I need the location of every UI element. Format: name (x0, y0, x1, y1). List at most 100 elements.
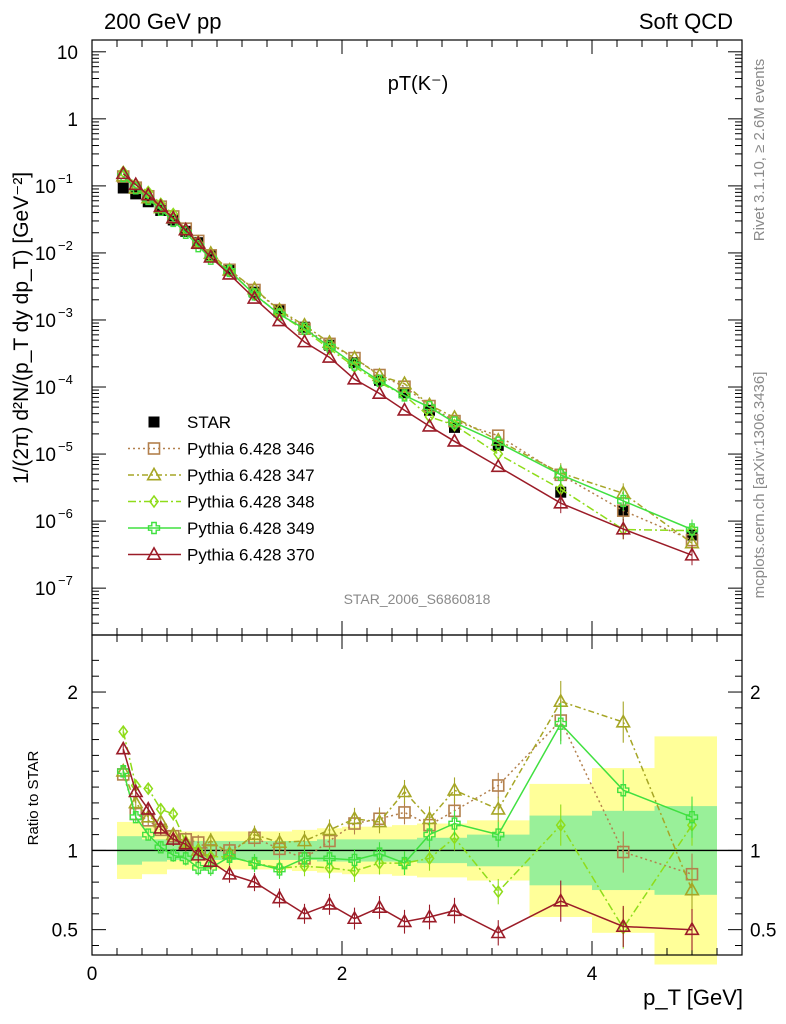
ratio-point (684, 881, 700, 896)
main-point (553, 494, 569, 509)
main-y-tick-label: 10 (35, 512, 56, 533)
ratio-point (154, 841, 167, 854)
ratio-point (396, 783, 413, 798)
ratio-point (115, 740, 131, 755)
main-point (324, 339, 335, 351)
ratio-point (296, 832, 313, 847)
main-series (115, 165, 700, 566)
ratio-point (348, 853, 361, 867)
main-y-tick-exp: −1 (58, 171, 73, 186)
ratio-point (491, 779, 505, 792)
legend-entry: Pythia 6.428 370 (128, 546, 315, 565)
ratio-point (346, 910, 363, 925)
ratio-point (298, 852, 311, 865)
ratio-point (446, 902, 463, 917)
main-point (154, 203, 167, 216)
legend-entry: Pythia 6.428 347 (128, 466, 315, 485)
legend-entry: Pythia 6.428 348 (128, 493, 315, 512)
ratio-point (190, 846, 206, 861)
ratio-point (140, 808, 156, 823)
ratio-point (685, 810, 699, 824)
ratio-y-axis-label: Ratio to STAR (25, 750, 42, 845)
main-point (115, 165, 131, 180)
main-point (684, 546, 700, 561)
main-point (446, 433, 463, 447)
ratio-y-tick-label: 1 (750, 841, 761, 862)
ratio-series-line (122, 748, 693, 934)
main-point (296, 333, 313, 348)
main-point (554, 468, 567, 482)
main-point (685, 523, 699, 536)
ratio-point (424, 851, 435, 866)
main-point (221, 266, 238, 280)
ratio-point (398, 856, 411, 870)
main-point (398, 389, 411, 402)
ratio-series-line (122, 731, 693, 930)
main-point (273, 308, 286, 321)
ratio-y-tick-label: 2 (67, 683, 78, 704)
main-point (167, 214, 180, 228)
main-point (204, 252, 217, 265)
ratio-point (128, 783, 144, 798)
ratio-point (246, 826, 263, 841)
main-y-tick-exp: −6 (58, 506, 73, 521)
ratio-point (321, 821, 338, 836)
main-point (140, 186, 156, 201)
ratio-point (167, 848, 180, 862)
main-point (271, 312, 288, 327)
legend-label: Pythia 6.428 349 (187, 519, 315, 538)
ratio-point (373, 847, 386, 860)
main-point (192, 240, 205, 253)
main-series-line (122, 175, 693, 541)
ratio-series (117, 703, 699, 879)
ratio-point (490, 924, 506, 939)
ratio-point (129, 810, 142, 824)
main-series-line (122, 173, 693, 556)
ratio-point (615, 713, 631, 728)
ratio-point (179, 852, 192, 865)
ratio-point (398, 806, 411, 819)
ratio-point (271, 889, 288, 904)
ratio-point (203, 832, 219, 847)
ratio-point (346, 810, 363, 825)
ratio-point (273, 863, 286, 876)
ratio-point (142, 828, 155, 841)
ratio-point (324, 861, 335, 875)
main-point (323, 340, 336, 353)
ratio-panel: 0.5 0.5 1 1 2 2 0 2 4 (52, 634, 776, 985)
main-series-line (122, 175, 693, 531)
side-label-rivet: Rivet 3.1.10, ≥ 2.6M events (751, 59, 768, 242)
main-point (617, 494, 630, 508)
ratio-point (140, 801, 156, 815)
main-y-tick-label: 10 (35, 311, 56, 332)
main-point (246, 290, 263, 304)
main-point (492, 436, 505, 449)
legend-marker (147, 521, 161, 535)
main-point (117, 182, 129, 194)
main-point (490, 458, 506, 473)
x-tick-label: 2 (337, 964, 348, 985)
ratio-point (374, 856, 385, 870)
main-point (298, 322, 311, 335)
ratio-point (349, 864, 360, 878)
ratio-point (555, 818, 566, 832)
main-y-tick-label: 10 (35, 579, 56, 600)
ratio-point (616, 845, 630, 859)
ratio-series-line (122, 722, 693, 871)
main-y-tick-exp: −7 (58, 573, 73, 588)
main-point (490, 432, 506, 446)
main-point (371, 385, 388, 399)
legend-label: Pythia 6.428 370 (187, 546, 315, 565)
ratio-point (423, 828, 436, 841)
main-point (203, 249, 219, 263)
ratio-point (492, 828, 505, 841)
ratio-point (296, 905, 313, 920)
main-y-tick-exp: −4 (58, 372, 73, 387)
ratio-point (246, 873, 263, 888)
main-y-tick-exp: −2 (58, 238, 73, 253)
main-y-tick-label: 10 (35, 445, 56, 466)
legend-marker (146, 546, 162, 560)
main-point (346, 370, 363, 385)
